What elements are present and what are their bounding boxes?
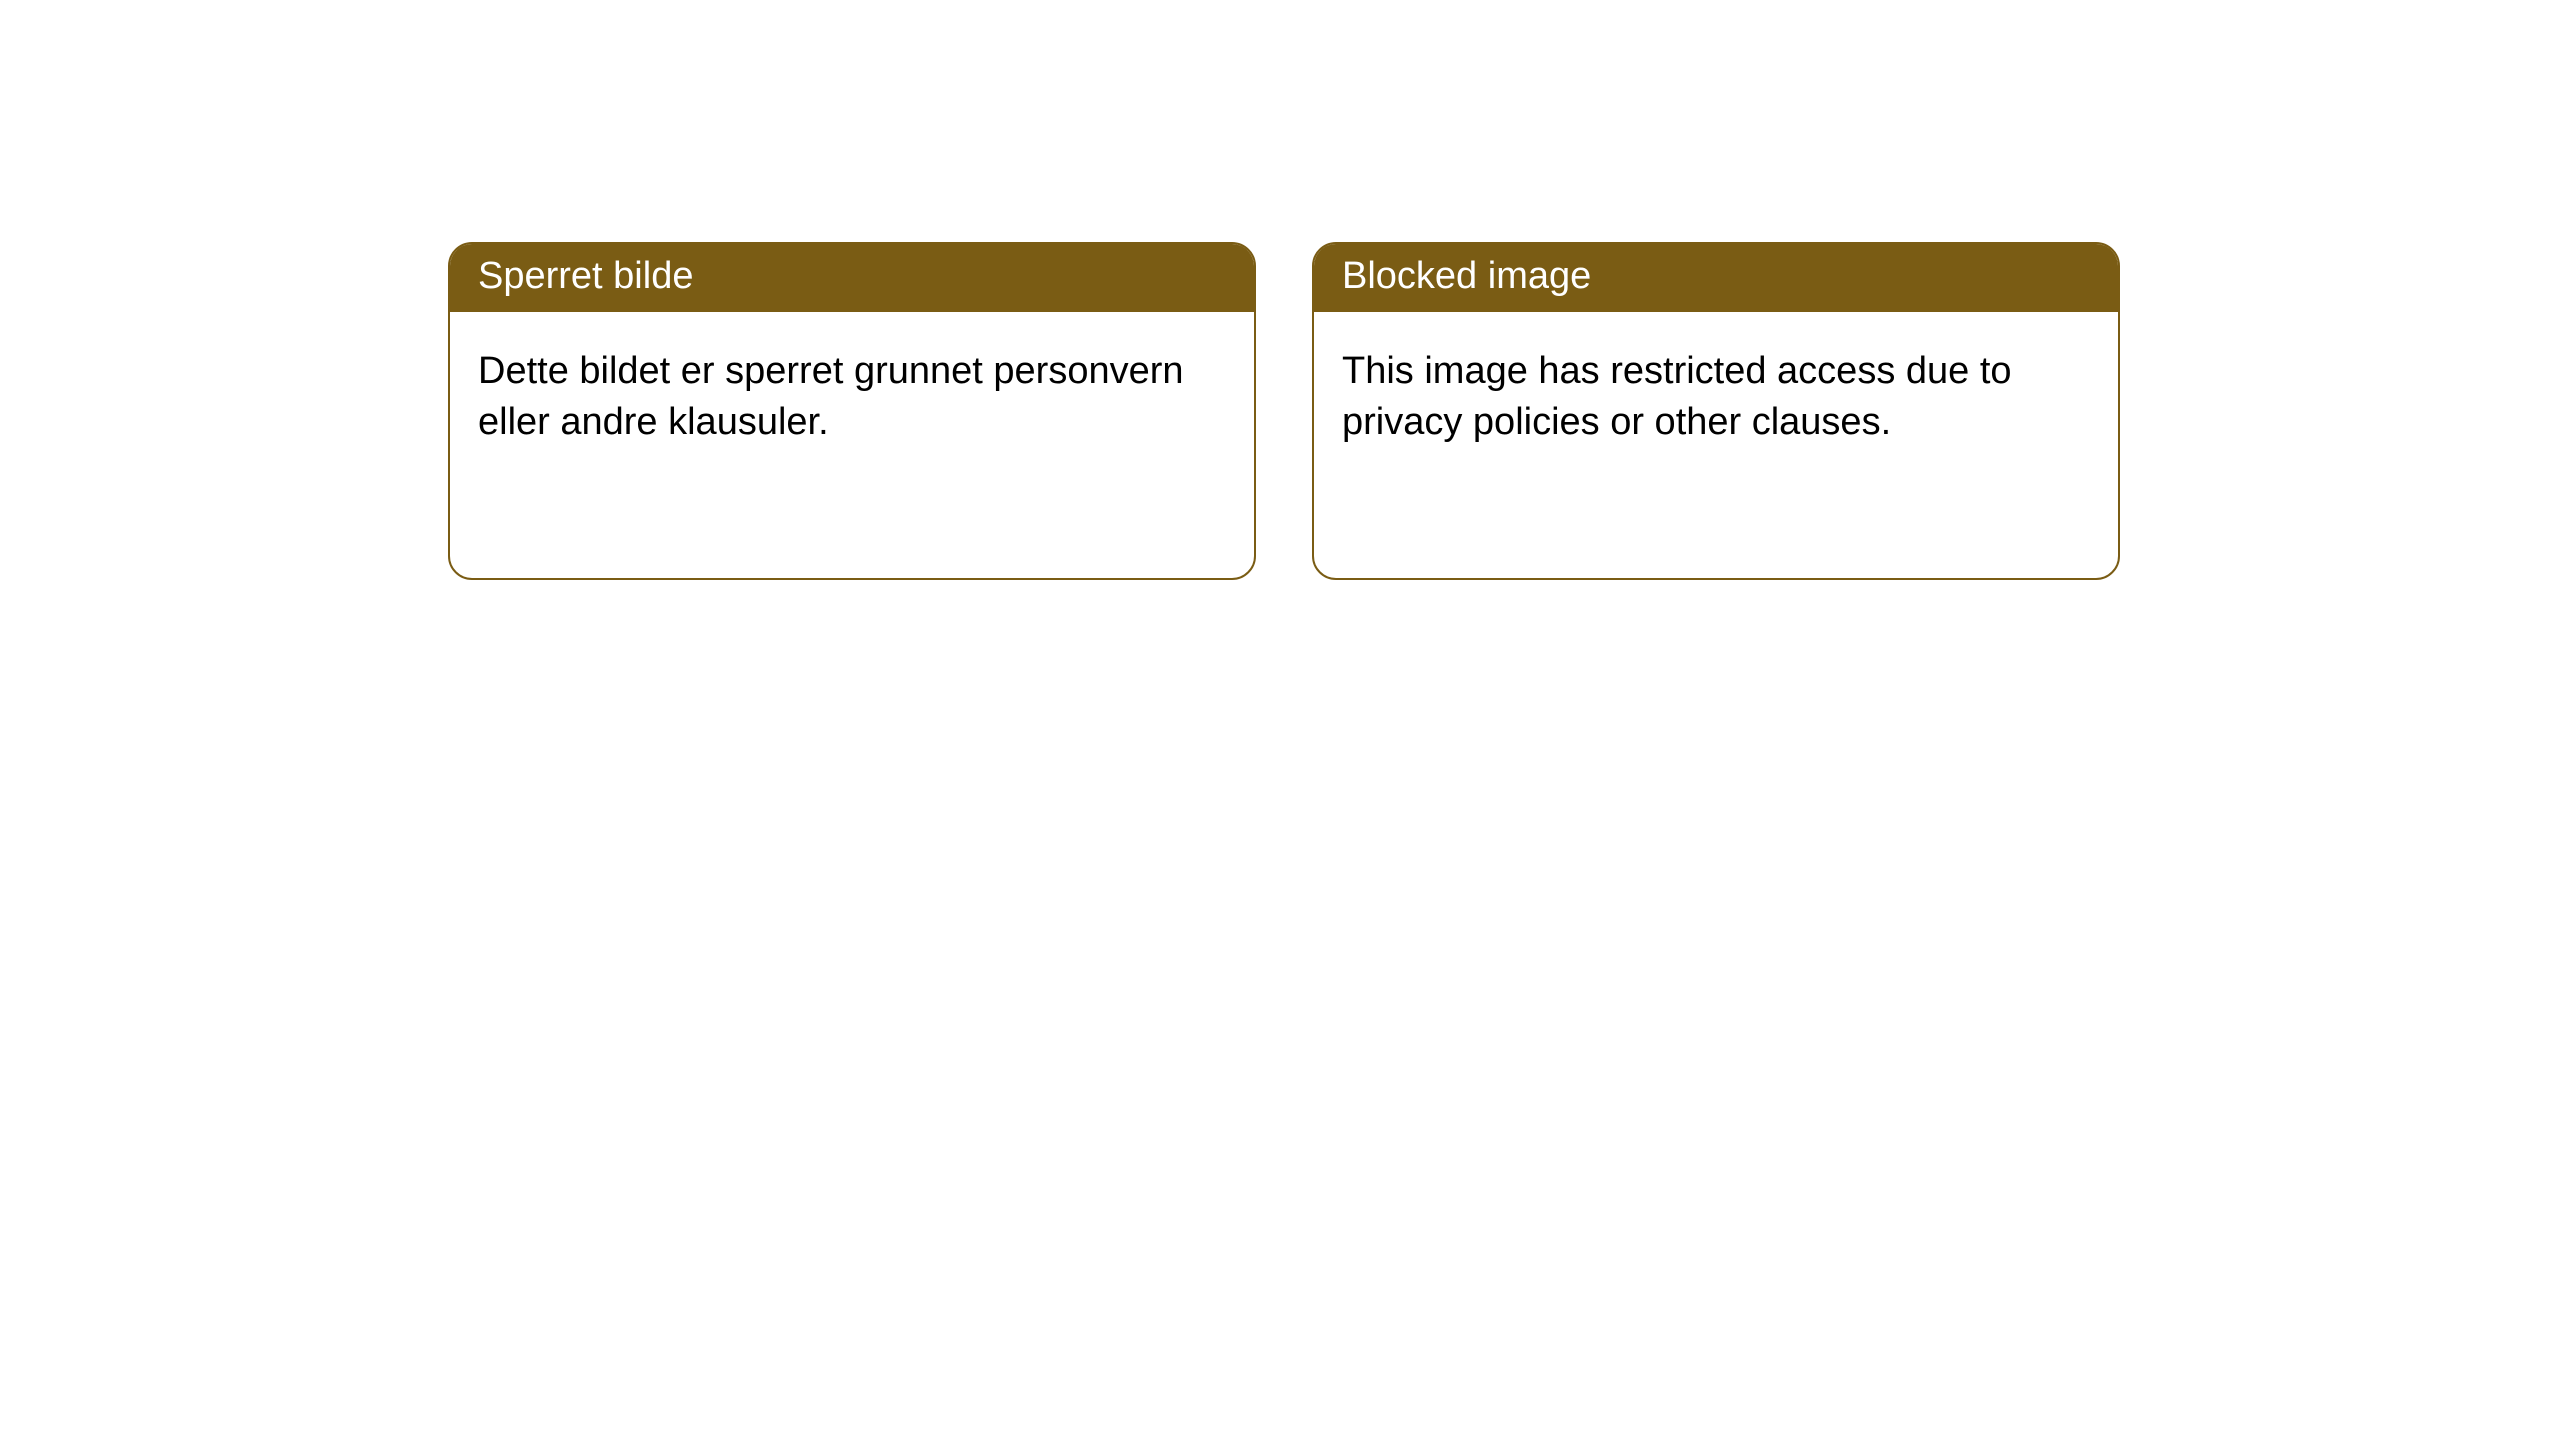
card-body: This image has restricted access due to … — [1314, 312, 2118, 477]
card-header: Sperret bilde — [450, 244, 1254, 312]
notice-container: Sperret bilde Dette bildet er sperret gr… — [0, 0, 2560, 580]
blocked-image-card-norwegian: Sperret bilde Dette bildet er sperret gr… — [448, 242, 1256, 580]
card-body: Dette bildet er sperret grunnet personve… — [450, 312, 1254, 477]
blocked-image-card-english: Blocked image This image has restricted … — [1312, 242, 2120, 580]
card-header: Blocked image — [1314, 244, 2118, 312]
